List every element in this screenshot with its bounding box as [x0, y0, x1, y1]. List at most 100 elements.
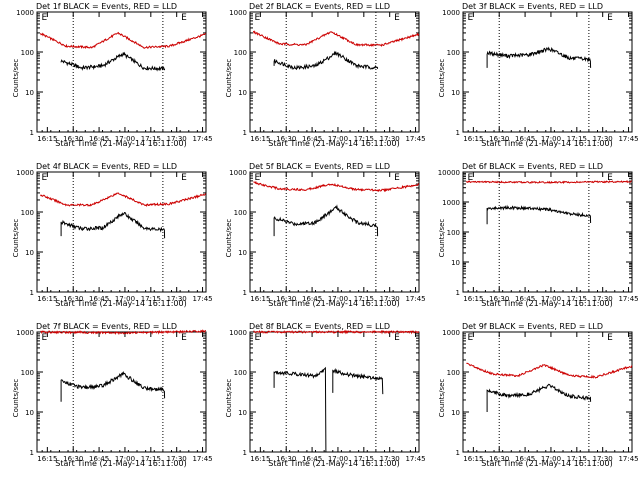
plot-frame — [36, 11, 207, 133]
x-tick-label: 17:15 — [141, 295, 161, 303]
x-tick-label: 17:15 — [141, 135, 161, 143]
x-axis-label: Start Time (21-May-14 16:11:00) — [55, 459, 187, 468]
x-axis-label: Start Time (21-May-14 16:11:00) — [481, 139, 613, 148]
x-tick-label: 17:45 — [192, 295, 212, 303]
y-axis-label: Counts/sec — [12, 218, 20, 258]
event-marker: E — [41, 13, 47, 23]
x-tick-label: 16:45 — [302, 455, 322, 463]
x-tick-label: 17:15 — [354, 295, 374, 303]
x-tick-label: 17:30 — [380, 135, 400, 143]
x-tick-label: 16:30 — [276, 455, 296, 463]
x-axis-label: Start Time (21-May-14 16:11:00) — [268, 459, 400, 468]
y-axis-label: Counts/sec — [438, 58, 446, 98]
x-tick-label: 16:30 — [63, 455, 83, 463]
y-tick-label: 1 — [243, 449, 247, 457]
x-tick-label: 16:15 — [463, 135, 483, 143]
y-tick-label: 10 — [238, 409, 247, 417]
x-tick-label: 17:30 — [380, 455, 400, 463]
event-rate-line — [273, 50, 379, 71]
event-marker: E — [467, 13, 473, 23]
panel-title: Det 9f BLACK = Events, RED = LLD — [461, 322, 604, 331]
y-tick-label: 1000 — [16, 169, 34, 177]
y-tick-label: 100 — [447, 49, 460, 57]
plot-canvas: 1 10 100 1000 10000 16:15 16:30 16:45 17:00 17:15… — [438, 169, 639, 303]
lld-rate-line — [253, 329, 420, 335]
x-tick-label: 16:15 — [37, 295, 57, 303]
panel-title: Det 7f BLACK = Events, RED = LLD — [35, 322, 178, 331]
y-tick-label: 10 — [451, 89, 460, 97]
event-rate-line — [273, 204, 379, 237]
y-tick-label: 100 — [234, 369, 247, 377]
y-axis-label: Counts/sec — [438, 378, 446, 418]
event-marker: E — [41, 173, 47, 183]
plot-frame — [249, 331, 420, 453]
x-tick-label: 17:00 — [115, 295, 135, 303]
x-tick-label: 16:30 — [63, 295, 83, 303]
detector-panel: 1 10 100 1000 16:15 16:30 16:45 17:00 17:15 17:30… — [213, 320, 426, 480]
x-tick-label: 17:45 — [192, 135, 212, 143]
event-marker: E — [394, 333, 400, 343]
y-tick-label: 1000 — [442, 199, 460, 207]
x-tick-label: 16:30 — [276, 295, 296, 303]
plot-frame — [462, 11, 633, 133]
lld-rate-line — [466, 362, 633, 379]
x-tick-label: 16:45 — [89, 135, 109, 143]
lld-rate-line — [252, 30, 420, 47]
event-rate-line — [332, 368, 384, 395]
event-marker: E — [467, 333, 473, 343]
x-tick-label: 16:30 — [276, 135, 296, 143]
event-rate-line — [486, 204, 592, 225]
x-tick-label: 17:45 — [618, 135, 638, 143]
event-rate-line — [60, 211, 166, 239]
x-tick-label: 16:30 — [489, 295, 509, 303]
panel-title: Det 6f BLACK = Events, RED = LLD — [461, 162, 604, 171]
y-tick-label: 10 — [451, 409, 460, 417]
x-tick-label: 17:15 — [567, 455, 587, 463]
x-tick-label: 17:30 — [593, 135, 613, 143]
x-tick-label: 17:00 — [328, 135, 348, 143]
x-tick-label: 16:15 — [250, 295, 270, 303]
event-marker: E — [394, 13, 400, 23]
plot-canvas: 1 10 100 1000 16:15 16:30 16:45 17:00 17:15 17:30… — [229, 9, 425, 143]
x-tick-label: 16:45 — [89, 295, 109, 303]
event-marker: E — [181, 13, 187, 23]
x-tick-label: 17:15 — [567, 295, 587, 303]
x-tick-label: 17:15 — [354, 135, 374, 143]
plot-frame — [36, 331, 207, 453]
detector-panel: 1 10 100 1000 16:15 16:30 16:45 17:00 17:15 17:30… — [426, 0, 639, 160]
plot-frame — [36, 171, 207, 293]
event-rate-line — [486, 46, 592, 68]
x-axis-label: Start Time (21-May-14 16:11:00) — [268, 139, 400, 148]
plot-frame — [249, 11, 420, 133]
event-marker: E — [467, 173, 473, 183]
panel-title: Det 8f BLACK = Events, RED = LLD — [248, 322, 391, 331]
y-tick-label: 10000 — [438, 169, 460, 177]
x-tick-label: 16:45 — [89, 455, 109, 463]
x-tick-label: 17:30 — [167, 455, 187, 463]
event-rate-line — [273, 366, 327, 453]
x-tick-label: 17:30 — [380, 295, 400, 303]
y-tick-label: 100 — [21, 209, 34, 217]
lld-rate-line — [39, 192, 207, 207]
x-tick-label: 16:15 — [37, 135, 57, 143]
y-tick-label: 10 — [238, 89, 247, 97]
plot-canvas: 1 10 100 1000 16:15 16:30 16:45 17:00 17:15 17:30… — [16, 329, 212, 463]
event-marker: E — [394, 173, 400, 183]
y-axis-label: Counts/sec — [438, 218, 446, 258]
y-tick-label: 100 — [234, 49, 247, 57]
event-marker: E — [254, 333, 260, 343]
x-tick-label: 16:15 — [250, 455, 270, 463]
event-marker: E — [607, 13, 613, 23]
x-tick-label: 17:15 — [354, 455, 374, 463]
y-tick-label: 1 — [456, 449, 460, 457]
y-axis-label: Counts/sec — [225, 58, 233, 98]
x-tick-label: 17:00 — [115, 455, 135, 463]
lld-rate-line — [40, 329, 207, 336]
x-tick-label: 16:45 — [302, 295, 322, 303]
detector-panel: 1 10 100 1000 16:15 16:30 16:45 17:00 17:15 17:30… — [0, 320, 213, 480]
y-tick-label: 1000 — [229, 9, 247, 17]
x-tick-label: 17:45 — [618, 455, 638, 463]
plot-canvas: 1 10 100 1000 16:15 16:30 16:45 17:00 17:15 17:30… — [442, 329, 638, 463]
y-tick-label: 1 — [456, 129, 460, 137]
